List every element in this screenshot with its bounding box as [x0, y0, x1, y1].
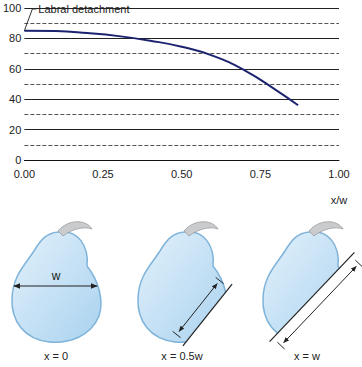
svg-text:x/w: x/w [331, 194, 348, 206]
svg-text:x = w: x = w [294, 350, 320, 362]
svg-text:0.25: 0.25 [92, 168, 113, 180]
svg-text:40: 40 [9, 93, 21, 105]
svg-text:w: w [51, 269, 61, 283]
svg-text:x = 0.5w: x = 0.5w [161, 350, 202, 362]
svg-text:x = 0: x = 0 [44, 350, 68, 362]
svg-text:80: 80 [9, 32, 21, 44]
svg-text:20: 20 [9, 124, 21, 136]
svg-text:100: 100 [3, 2, 21, 14]
svg-text:0.75: 0.75 [250, 168, 271, 180]
svg-text:60: 60 [9, 63, 21, 75]
svg-text:1.00: 1.00 [328, 168, 349, 180]
svg-text:0: 0 [15, 154, 21, 166]
svg-text:0.00: 0.00 [14, 168, 35, 180]
svg-text:0.50: 0.50 [171, 168, 192, 180]
svg-text:Labral detachment: Labral detachment [38, 3, 129, 15]
